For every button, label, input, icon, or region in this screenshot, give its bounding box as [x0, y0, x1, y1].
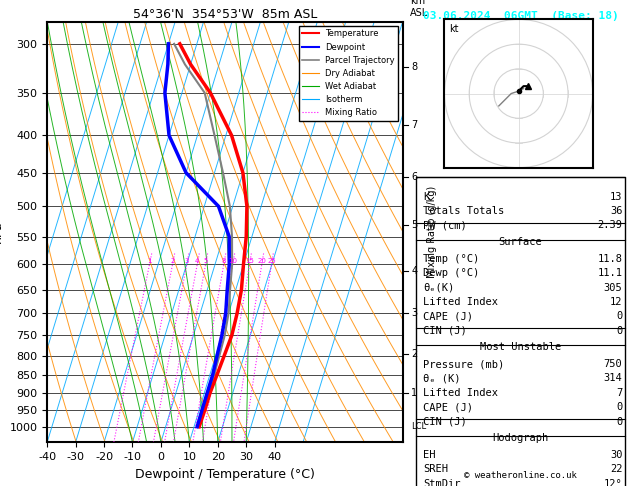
Text: 8: 8	[221, 258, 226, 264]
Text: 30: 30	[610, 450, 623, 460]
Text: 3: 3	[411, 308, 418, 318]
Text: 1: 1	[411, 387, 418, 398]
Text: 0: 0	[616, 311, 623, 321]
Text: 6: 6	[411, 172, 418, 182]
Text: Lifted Index: Lifted Index	[423, 297, 498, 307]
Text: 2: 2	[170, 258, 175, 264]
Text: 15: 15	[245, 258, 254, 264]
Text: 750: 750	[604, 359, 623, 369]
Text: 1: 1	[147, 258, 152, 264]
Text: 0: 0	[616, 326, 623, 336]
Text: K: K	[423, 191, 429, 202]
X-axis label: Dewpoint / Temperature (°C): Dewpoint / Temperature (°C)	[135, 468, 314, 481]
Text: CIN (J): CIN (J)	[423, 417, 467, 427]
Text: 22: 22	[610, 464, 623, 474]
Text: 11.1: 11.1	[598, 268, 623, 278]
Text: Dewp (°C): Dewp (°C)	[423, 268, 479, 278]
Text: 03.06.2024  06GMT  (Base: 18): 03.06.2024 06GMT (Base: 18)	[423, 11, 618, 21]
Text: 2: 2	[411, 349, 418, 359]
Text: θₑ(K): θₑ(K)	[423, 282, 454, 293]
Text: Most Unstable: Most Unstable	[480, 342, 561, 352]
Text: 8: 8	[411, 62, 418, 72]
Text: 5: 5	[411, 221, 418, 230]
Text: Surface: Surface	[499, 237, 542, 247]
Text: StmDir: StmDir	[423, 479, 460, 486]
Legend: Temperature, Dewpoint, Parcel Trajectory, Dry Adiabat, Wet Adiabat, Isotherm, Mi: Temperature, Dewpoint, Parcel Trajectory…	[299, 26, 398, 121]
Text: Mixing Ratio (g/kg): Mixing Ratio (g/kg)	[428, 186, 437, 278]
Text: Lifted Index: Lifted Index	[423, 388, 498, 398]
Text: Temp (°C): Temp (°C)	[423, 254, 479, 264]
Text: 20: 20	[257, 258, 266, 264]
Text: Hodograph: Hodograph	[493, 433, 548, 443]
Text: Pressure (mb): Pressure (mb)	[423, 359, 504, 369]
Text: © weatheronline.co.uk: © weatheronline.co.uk	[464, 471, 577, 480]
Text: kt: kt	[449, 24, 459, 34]
Text: 4: 4	[411, 265, 418, 276]
Text: 314: 314	[604, 373, 623, 383]
Text: 13: 13	[610, 191, 623, 202]
Text: 11.8: 11.8	[598, 254, 623, 264]
Text: 7: 7	[616, 388, 623, 398]
Text: 10: 10	[228, 258, 237, 264]
Text: 25: 25	[267, 258, 276, 264]
Text: Totals Totals: Totals Totals	[423, 206, 504, 216]
Text: θₑ (K): θₑ (K)	[423, 373, 460, 383]
Text: 0: 0	[616, 402, 623, 412]
Text: LCL: LCL	[411, 422, 426, 431]
Text: 12: 12	[610, 297, 623, 307]
Text: PW (cm): PW (cm)	[423, 220, 467, 230]
Text: EH: EH	[423, 450, 435, 460]
Text: 3: 3	[184, 258, 189, 264]
Text: SREH: SREH	[423, 464, 448, 474]
Text: 36: 36	[610, 206, 623, 216]
Text: 4: 4	[195, 258, 199, 264]
Text: 305: 305	[604, 282, 623, 293]
Title: 54°36'N  354°53'W  85m ASL: 54°36'N 354°53'W 85m ASL	[133, 8, 317, 21]
Text: 12°: 12°	[604, 479, 623, 486]
Text: 5: 5	[203, 258, 208, 264]
Text: km
ASL: km ASL	[409, 0, 428, 17]
Text: CAPE (J): CAPE (J)	[423, 402, 473, 412]
Text: 0: 0	[616, 417, 623, 427]
Text: CIN (J): CIN (J)	[423, 326, 467, 336]
Y-axis label: hPa: hPa	[0, 221, 4, 243]
Text: CAPE (J): CAPE (J)	[423, 311, 473, 321]
Text: 2.39: 2.39	[598, 220, 623, 230]
Text: 7: 7	[411, 120, 418, 130]
